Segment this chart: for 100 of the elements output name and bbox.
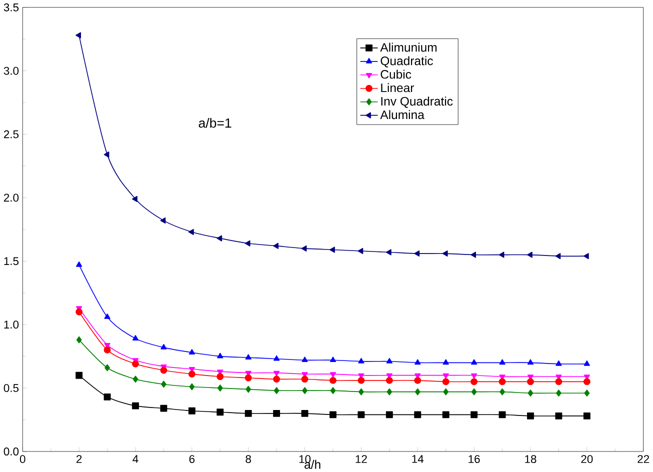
- point: [584, 360, 590, 366]
- point: [160, 344, 167, 350]
- point: [188, 348, 195, 354]
- x-tick-label: 0: [20, 454, 26, 463]
- point: [330, 372, 336, 378]
- point: [301, 376, 308, 383]
- y-tick-label: 1.5: [4, 257, 19, 265]
- point: [330, 246, 335, 253]
- point: [555, 412, 562, 420]
- point: [216, 235, 222, 242]
- point: [301, 410, 308, 417]
- x-tick-label: 6: [189, 454, 195, 463]
- point: [132, 334, 139, 340]
- point: [358, 358, 364, 364]
- point: [386, 358, 392, 364]
- x-tick-label: 22: [638, 454, 650, 463]
- y-tick-label: 3.0: [4, 66, 19, 75]
- point: [527, 252, 532, 258]
- x-tick-label: 20: [581, 454, 593, 463]
- legend-label: Quadratic: [380, 56, 433, 68]
- x-tick-label: 2: [76, 454, 82, 463]
- y-tick-label: 1.0: [4, 320, 19, 328]
- point: [528, 390, 534, 396]
- y-tick-label: 3.5: [4, 3, 19, 12]
- point: [330, 376, 336, 384]
- point: [442, 373, 449, 379]
- x-tick-label: 18: [525, 454, 536, 463]
- point: [498, 252, 504, 258]
- y-tick-label: 0.5: [4, 384, 19, 392]
- point: [358, 248, 364, 254]
- x-tick-label: 16: [468, 454, 480, 463]
- point: [442, 411, 450, 418]
- point: [584, 390, 590, 396]
- point: [500, 388, 505, 396]
- point: [358, 376, 365, 384]
- point: [583, 252, 589, 260]
- point: [414, 250, 420, 256]
- x-tick-label: 8: [246, 454, 251, 463]
- point: [273, 410, 280, 417]
- point: [555, 378, 562, 386]
- point: [386, 249, 392, 256]
- point: [471, 373, 478, 379]
- legend-label: Inv Quadratic: [381, 96, 453, 108]
- point: [358, 388, 364, 396]
- legend-label: Alumina: [380, 110, 424, 119]
- point: [217, 352, 224, 358]
- point: [302, 356, 308, 362]
- point: [76, 308, 83, 316]
- x-tick-label: 4: [132, 454, 138, 463]
- point: [414, 411, 422, 418]
- point: [244, 410, 252, 417]
- point: [527, 378, 534, 386]
- point: [442, 250, 448, 256]
- point: [471, 388, 477, 396]
- point: [132, 376, 138, 383]
- point: [188, 228, 194, 235]
- point: [104, 393, 111, 400]
- point: [442, 359, 449, 364]
- point: [104, 346, 111, 354]
- point: [556, 360, 562, 366]
- point: [414, 376, 422, 384]
- point: [273, 242, 278, 249]
- point: [470, 411, 478, 418]
- point: [301, 245, 307, 252]
- point: [274, 386, 280, 394]
- point: [470, 378, 478, 386]
- point: [246, 386, 252, 393]
- x-tick-label: 12: [356, 454, 367, 463]
- legend-label: Linear: [381, 83, 414, 92]
- point: [386, 411, 393, 418]
- point: [132, 196, 138, 202]
- point: [498, 378, 506, 386]
- point: [104, 313, 110, 319]
- point: [132, 402, 139, 410]
- point: [132, 360, 139, 368]
- point: [442, 378, 450, 386]
- y-tick-label: 2.5: [4, 130, 19, 138]
- point: [160, 380, 166, 388]
- point: [160, 366, 168, 374]
- point: [189, 383, 195, 390]
- point: [470, 252, 476, 258]
- point: [358, 411, 365, 418]
- point: [556, 390, 562, 396]
- point: [244, 374, 252, 382]
- y-tick-label: 2.0: [4, 194, 19, 202]
- point: [302, 386, 308, 394]
- y-tick-label: 0.0: [4, 447, 19, 456]
- legend-label: Cubic: [380, 70, 412, 79]
- point: [188, 370, 196, 378]
- legend-label: Alimunium: [380, 42, 437, 52]
- point: [76, 372, 83, 379]
- point: [414, 359, 421, 364]
- point: [104, 364, 110, 372]
- point: [244, 240, 250, 246]
- point: [216, 373, 224, 380]
- point: [330, 411, 336, 418]
- annotation: a/b=1: [198, 118, 232, 128]
- point: [471, 359, 478, 364]
- point: [273, 376, 280, 383]
- point: [583, 378, 590, 386]
